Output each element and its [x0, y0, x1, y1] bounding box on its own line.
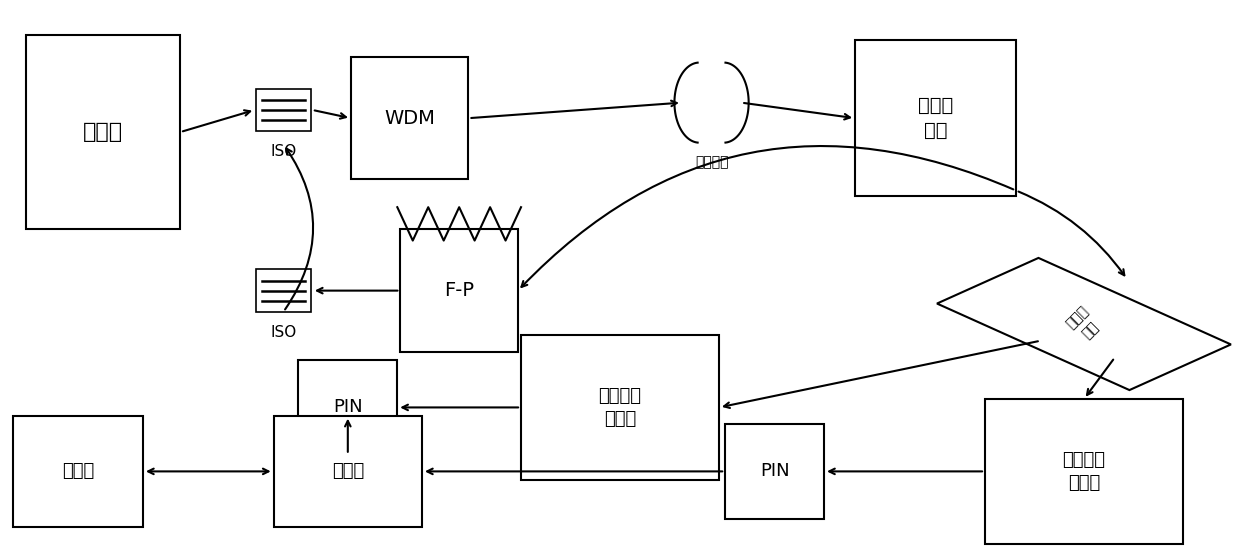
Text: PIN: PIN: [334, 399, 362, 416]
Text: PIN: PIN: [760, 462, 790, 480]
Text: ISO: ISO: [270, 325, 296, 340]
Text: 第二梳妝
滤波器: 第二梳妝 滤波器: [599, 387, 641, 428]
Bar: [257, 89, 311, 131]
Text: F-P: F-P: [444, 281, 474, 300]
Bar: [351, 57, 469, 179]
Bar: [257, 269, 311, 312]
Polygon shape: [937, 258, 1231, 390]
Bar: [274, 416, 422, 527]
Text: 掺锂光纤: 掺锂光纤: [694, 155, 728, 169]
Bar: [401, 229, 518, 352]
Bar: [985, 399, 1183, 544]
Bar: [856, 40, 1016, 196]
Bar: [725, 424, 825, 519]
Bar: [299, 360, 397, 454]
Bar: [521, 335, 719, 480]
Bar: [14, 416, 143, 527]
Text: ISO: ISO: [270, 144, 296, 159]
Text: 采集卡: 采集卡: [331, 462, 363, 480]
Text: 第二耦
合器: 第二耦 合器: [1064, 304, 1105, 344]
Text: 上位机: 上位机: [62, 462, 94, 480]
Text: 第一梳状
滤波器: 第一梳状 滤波器: [1063, 451, 1105, 492]
Text: 激光器: 激光器: [83, 122, 123, 142]
Text: 第一耦
合器: 第一耦 合器: [918, 96, 954, 140]
Text: WDM: WDM: [384, 108, 435, 127]
Bar: [26, 35, 180, 229]
